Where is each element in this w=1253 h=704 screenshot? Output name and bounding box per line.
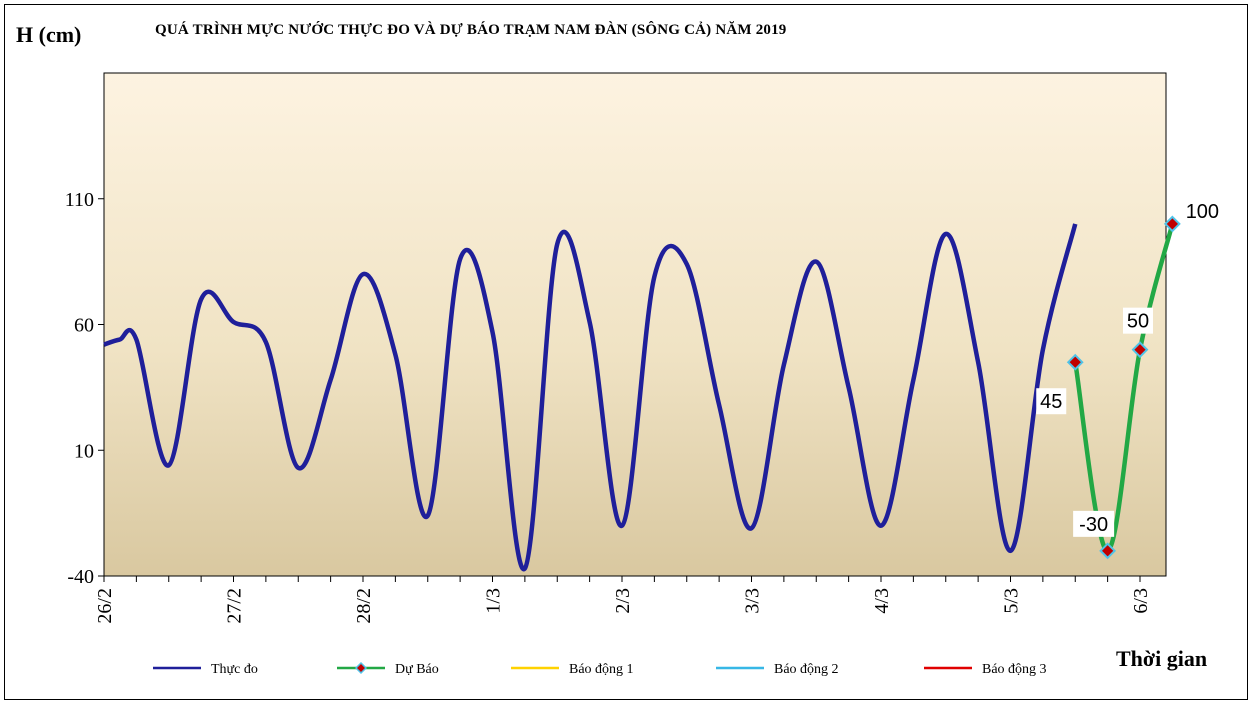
forecast-point: [1099, 542, 1117, 560]
y-tick-label: 110: [65, 189, 94, 211]
forecast-point: [1163, 215, 1181, 233]
data-label-bg: [1036, 388, 1067, 415]
data-label-bg: [1123, 307, 1153, 334]
legend-label: Dự Báo: [395, 662, 439, 677]
x-tick-label: 5/3: [1001, 588, 1023, 614]
forecast-data-label: 45: [1040, 391, 1062, 413]
plot-area: [103, 72, 1167, 577]
x-axis-title: Thời gian: [1116, 646, 1208, 671]
forecast-data-label: -30: [1079, 514, 1108, 536]
forecast-data-label: 100: [1186, 201, 1219, 223]
x-tick-label: 27/2: [224, 588, 246, 624]
x-tick-label: 6/3: [1130, 588, 1152, 614]
forecast-point: [1131, 341, 1149, 359]
data-label-bg: [1073, 510, 1115, 537]
y-tick-label: 60: [74, 315, 94, 337]
y-tick-label: -40: [67, 566, 94, 588]
x-tick-label: 1/3: [483, 588, 505, 614]
y-tick-label: 10: [74, 440, 94, 462]
x-tick-label: 2/3: [612, 588, 634, 614]
forecast-data-label: 50: [1127, 311, 1149, 333]
chart-frame: [4, 4, 1248, 700]
legend-marker: [354, 661, 368, 675]
x-tick-label: 3/3: [742, 588, 764, 614]
legend-label: Thực đo: [211, 662, 258, 677]
legend-label: Báo động 3: [982, 662, 1047, 677]
series-line-observed: [103, 223, 1078, 572]
legend-label: Báo động 2: [774, 662, 839, 677]
x-tick-label: 28/2: [353, 588, 375, 624]
x-tick-label: 4/3: [871, 588, 893, 614]
chart-title: QUÁ TRÌNH MỰC NƯỚC THỰC ĐO VÀ DỰ BÁO TRẠ…: [155, 22, 787, 38]
series-line-forecast: [1073, 223, 1175, 554]
forecast-point: [1066, 353, 1084, 371]
y-axis-title: H (cm): [16, 22, 82, 47]
legend-label: Báo động 1: [569, 662, 634, 677]
x-tick-label: 26/2: [94, 588, 116, 624]
